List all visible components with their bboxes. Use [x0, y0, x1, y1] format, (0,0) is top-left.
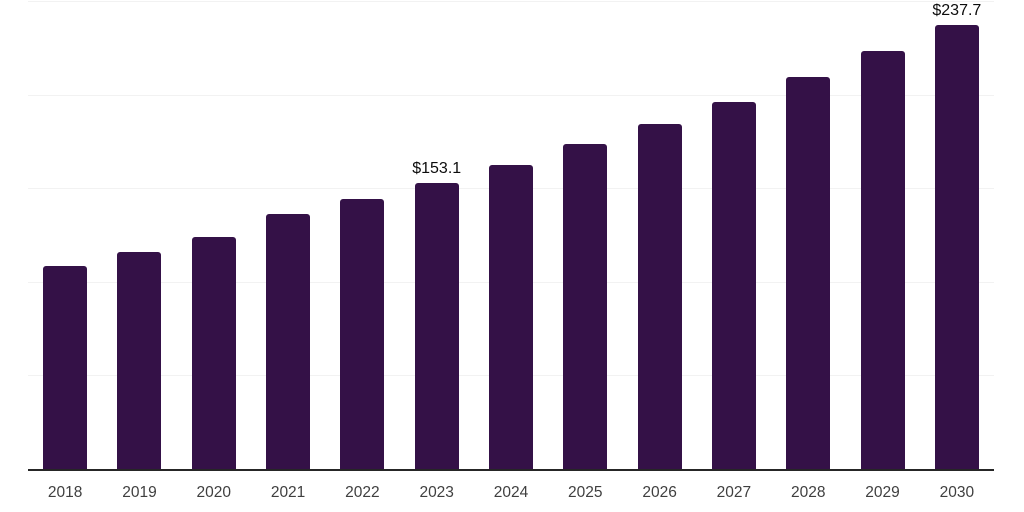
bar-2023 [414, 183, 459, 470]
x-tick-2028: 2028 [790, 484, 826, 501]
x-tick-2021: 2021 [270, 484, 306, 501]
gridline [28, 1, 994, 2]
x-tick-2029: 2029 [865, 484, 900, 501]
x-tick-2027: 2027 [716, 484, 752, 501]
gridline [28, 94, 994, 96]
x-tick-2030: 2030 [939, 484, 975, 501]
bar-2026 [637, 124, 682, 470]
bar-2020 [191, 237, 236, 470]
bar-2030 [934, 25, 979, 470]
x-tick-2023: 2023 [419, 484, 454, 501]
bar-2022 [340, 199, 385, 470]
x-tick-2025: 2025 [568, 484, 603, 501]
x-tick-2026: 2026 [642, 484, 677, 501]
bar-2029 [860, 51, 905, 470]
x-tick-2024: 2024 [493, 484, 529, 501]
x-tick-2018: 2018 [47, 484, 83, 501]
x-tick-2022: 2022 [345, 484, 380, 501]
bar-2021 [266, 214, 311, 470]
plot-area: $153.1 $237.7 [28, 1, 994, 470]
x-axis-line [28, 469, 994, 471]
x-tick-2020: 2020 [196, 484, 232, 501]
bar-2025 [563, 144, 608, 470]
bar-value-label-2023: $153.1 [412, 160, 462, 178]
bar-2019 [117, 252, 162, 470]
bar-value-label-2030: $237.7 [932, 2, 982, 20]
bar-2027 [711, 102, 756, 470]
x-tick-2019: 2019 [122, 484, 157, 501]
bar-2028 [786, 77, 831, 470]
bar-2018 [43, 266, 88, 470]
bar-2024 [489, 165, 533, 470]
